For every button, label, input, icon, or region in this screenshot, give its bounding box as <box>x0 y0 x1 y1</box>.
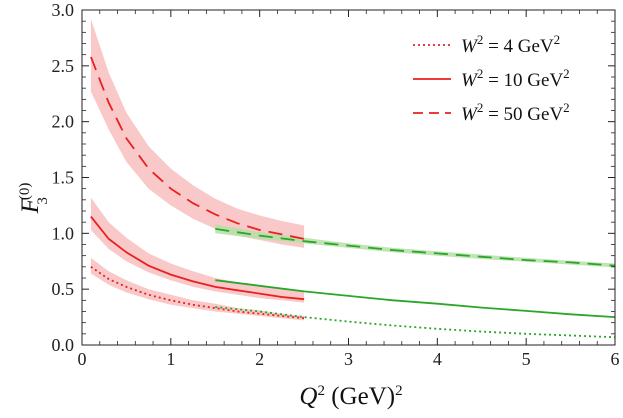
uncertainty-band-low-2 <box>90 18 305 248</box>
x-tick-label: 0 <box>78 349 87 369</box>
y-tick-label: 2.5 <box>52 56 75 76</box>
x-tick-label: 4 <box>433 349 442 369</box>
series-line-low-2 <box>90 56 305 240</box>
legend-label: W2 = 50 GeV2 <box>461 100 570 125</box>
y-tick-label: 0.0 <box>52 335 75 355</box>
x-axis-title: Q2 (GeV)2 <box>299 383 402 410</box>
y-tick-label: 1.5 <box>52 168 75 188</box>
y-tick-label: 3.0 <box>52 0 75 20</box>
series-line-high-1 <box>215 279 616 318</box>
legend-label: W2 = 4 GeV2 <box>461 32 560 57</box>
series-line-high-0 <box>215 306 616 339</box>
y-tick-label: 1.0 <box>52 223 75 243</box>
series-line-low-1 <box>90 216 305 301</box>
x-tick-label: 2 <box>255 349 264 369</box>
plot-area <box>90 18 616 339</box>
y-tick-label: 0.5 <box>52 279 75 299</box>
legend: W2 = 4 GeV2 W2 = 10 GeV2 W2 = 50 GeV2 <box>413 32 570 125</box>
x-tick-label: 3 <box>344 349 353 369</box>
axis-ticks: 0 1 2 3 4 5 6 0.0 0.5 1.0 1.5 2.0 2.5 3.0 <box>52 0 620 369</box>
series-line-high-2 <box>215 228 616 267</box>
series-line-low-0 <box>90 266 305 320</box>
legend-label: W2 = 10 GeV2 <box>461 66 570 91</box>
uncertainty-band-low-0 <box>90 257 305 321</box>
y-tick-label: 2.0 <box>52 112 75 132</box>
x-tick-label: 5 <box>522 349 531 369</box>
x-tick-label: 6 <box>611 349 620 369</box>
x-tick-label: 1 <box>166 349 175 369</box>
y-axis-title: F(0)3 <box>17 183 51 215</box>
